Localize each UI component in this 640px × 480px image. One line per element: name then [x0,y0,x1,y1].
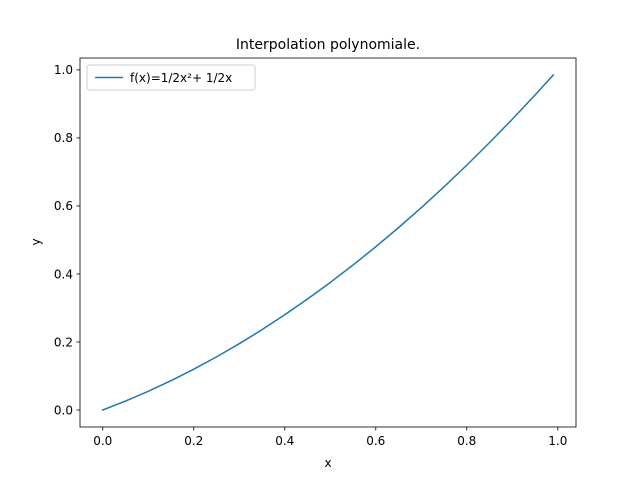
legend-box [86,64,256,91]
x-axis-label: x [324,456,331,470]
x-tick-label: 0.8 [457,434,476,448]
legend: f(x)=1/2x²+ 1/2x [86,64,256,91]
x-tick-label: 0.6 [366,434,385,448]
y-tick-label: 0.4 [54,267,73,281]
x-tick-label: 0.4 [275,434,294,448]
y-tick-label: 1.0 [54,63,73,77]
x-tick-label: 0.2 [184,434,203,448]
y-tick-label: 0.2 [54,335,73,349]
series-line-0 [101,73,555,411]
plot-area [101,73,555,411]
y-tick-label: 0.8 [54,131,73,145]
axes: 0.0 0.2 0.4 0.6 0.8 1.0 0.0 0.2 0.4 0.6 0.8 1.0 [54,57,577,448]
axes-frame [79,57,577,428]
y-tick-label: 0.0 [54,403,73,417]
x-tick-label: 1.0 [548,434,567,448]
legend-label: f(x)=1/2x²+ 1/2x [130,71,232,85]
y-tick-label: 0.6 [54,199,73,213]
y-axis-label: y [29,238,43,245]
x-tick-label: 0.0 [93,434,112,448]
chart-title: Interpolation polynomiale. [236,37,420,53]
